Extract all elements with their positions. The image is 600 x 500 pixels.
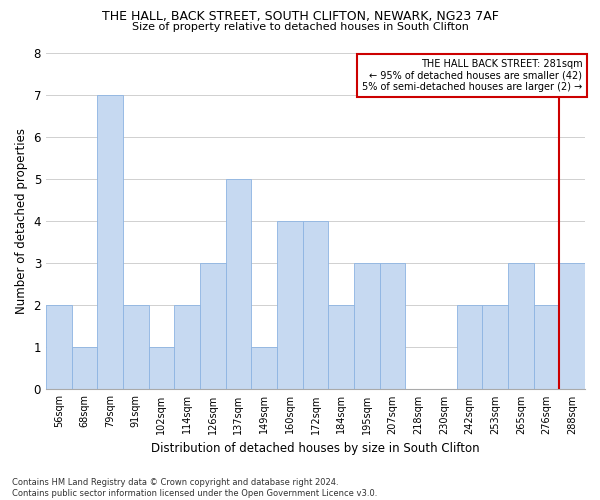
Bar	[457, 305, 482, 390]
Bar	[200, 263, 226, 390]
Bar	[354, 263, 380, 390]
Text: Size of property relative to detached houses in South Clifton: Size of property relative to detached ho…	[131, 22, 469, 32]
Bar	[508, 263, 533, 390]
Bar	[277, 221, 302, 390]
Bar	[302, 221, 328, 390]
Bar	[559, 263, 585, 390]
Bar	[123, 305, 149, 390]
Text: THE HALL, BACK STREET, SOUTH CLIFTON, NEWARK, NG23 7AF: THE HALL, BACK STREET, SOUTH CLIFTON, NE…	[101, 10, 499, 23]
Text: THE HALL BACK STREET: 281sqm
← 95% of detached houses are smaller (42)
5% of sem: THE HALL BACK STREET: 281sqm ← 95% of de…	[362, 59, 583, 92]
Bar	[226, 179, 251, 390]
Bar	[328, 305, 354, 390]
Bar	[380, 263, 406, 390]
Text: Contains HM Land Registry data © Crown copyright and database right 2024.
Contai: Contains HM Land Registry data © Crown c…	[12, 478, 377, 498]
Bar	[533, 305, 559, 390]
Bar	[251, 348, 277, 390]
Bar	[482, 305, 508, 390]
Bar	[174, 305, 200, 390]
X-axis label: Distribution of detached houses by size in South Clifton: Distribution of detached houses by size …	[151, 442, 480, 455]
Bar	[149, 348, 174, 390]
Bar	[97, 94, 123, 390]
Bar	[71, 348, 97, 390]
Y-axis label: Number of detached properties: Number of detached properties	[15, 128, 28, 314]
Bar	[46, 305, 71, 390]
